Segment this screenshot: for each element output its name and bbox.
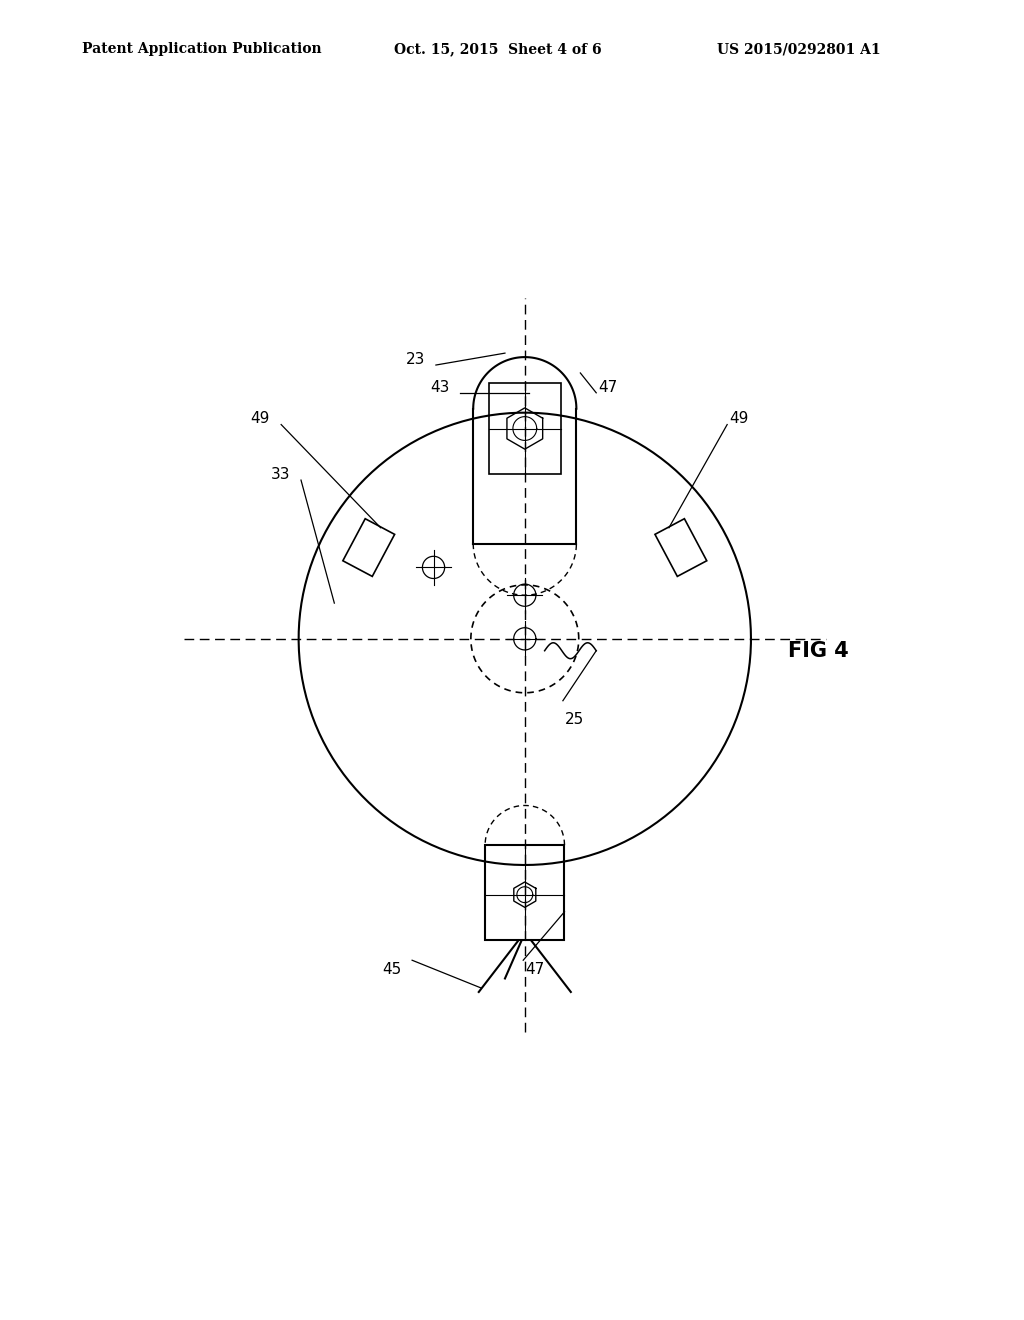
Text: 25: 25 [564,711,584,727]
Text: 23: 23 [407,351,426,367]
Text: 49: 49 [250,411,269,426]
Bar [489,383,560,474]
Text: Oct. 15, 2015  Sheet 4 of 6: Oct. 15, 2015 Sheet 4 of 6 [394,42,602,57]
Text: 43: 43 [430,380,450,395]
Bar [485,845,564,940]
Text: 45: 45 [383,962,401,977]
Text: 33: 33 [271,467,291,483]
Text: 47: 47 [524,962,544,977]
Text: US 2015/0292801 A1: US 2015/0292801 A1 [717,42,881,57]
Text: FIG 4: FIG 4 [788,640,849,661]
Text: 49: 49 [729,411,749,426]
Text: 47: 47 [599,380,617,395]
Text: Patent Application Publication: Patent Application Publication [82,42,322,57]
